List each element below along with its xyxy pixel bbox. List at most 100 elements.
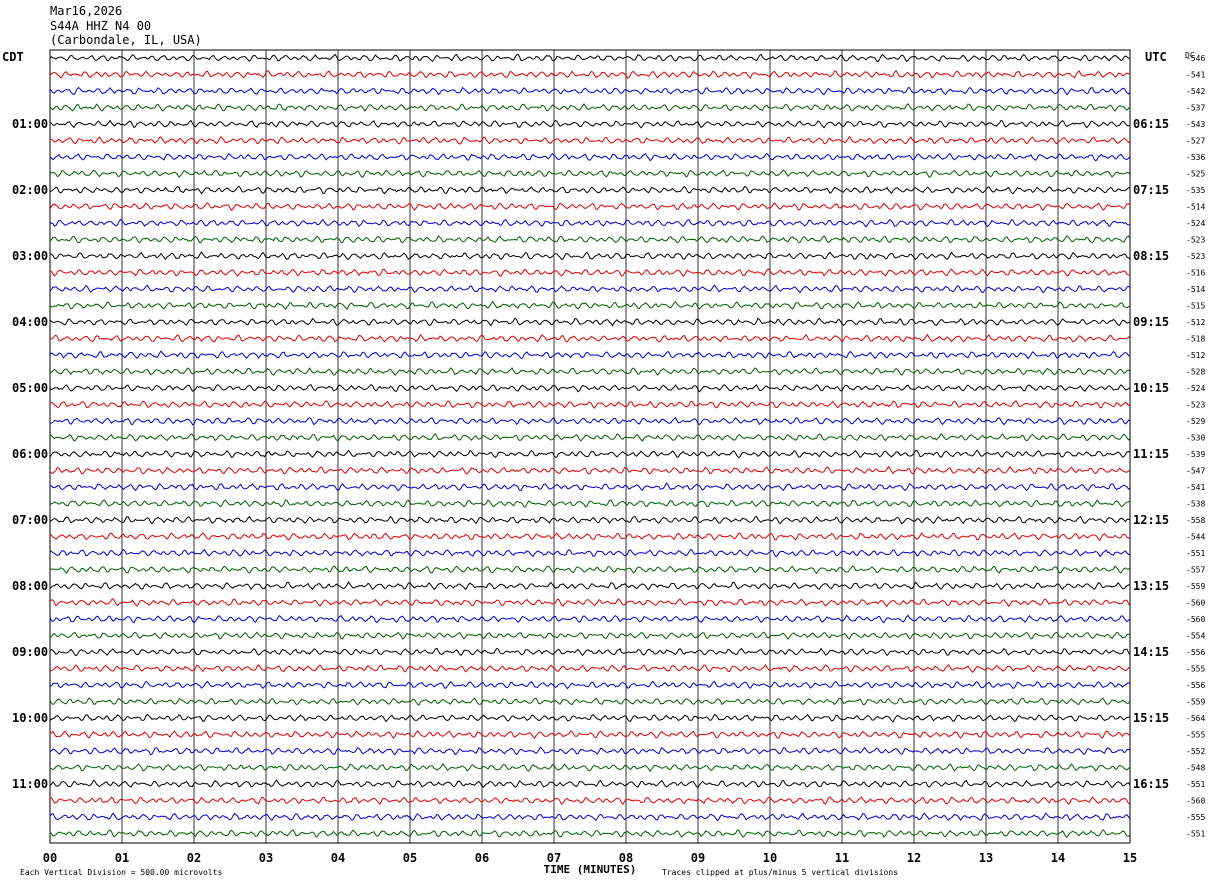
seismic-trace — [49, 383, 1131, 393]
left-hour-label: 01:00 — [12, 117, 48, 131]
seismic-trace — [49, 119, 1131, 129]
seismic-trace — [49, 631, 1131, 640]
right-hour-label: 08:15 — [1133, 249, 1169, 263]
dc-offset-label: -559 — [1186, 698, 1205, 707]
seismic-trace — [49, 465, 1131, 475]
right-timezone-label: UTC — [1145, 50, 1167, 64]
left-hour-label: 07:00 — [12, 513, 48, 527]
dc-offset-label: -552 — [1186, 747, 1205, 756]
dc-offset-label: -514 — [1186, 285, 1205, 294]
x-tick-label: 00 — [43, 851, 57, 865]
seismic-trace — [49, 548, 1131, 558]
dc-offset-label: -529 — [1186, 417, 1205, 426]
seismic-trace — [49, 449, 1131, 459]
seismic-trace — [49, 746, 1131, 756]
seismic-trace — [49, 763, 1131, 773]
left-hour-label: 03:00 — [12, 249, 48, 263]
dc-offset-label: -524 — [1186, 384, 1205, 393]
right-hour-label: 07:15 — [1133, 183, 1169, 197]
x-tick-label: 02 — [187, 851, 201, 865]
seismic-trace — [49, 350, 1131, 360]
right-hour-label: 06:15 — [1133, 117, 1169, 131]
seismic-trace — [49, 482, 1131, 492]
dc-offset-label: -560 — [1186, 797, 1205, 806]
seismic-trace — [49, 829, 1131, 838]
right-hour-label: 09:15 — [1133, 315, 1169, 329]
dc-offset-label: -523 — [1186, 252, 1205, 261]
left-hour-label: 08:00 — [12, 579, 48, 593]
dc-offset-label: -557 — [1186, 566, 1205, 575]
left-timezone-label: CDT — [2, 50, 24, 64]
dc-offset-label: -512 — [1186, 318, 1205, 327]
station-location: (Carbondale, IL, USA) — [50, 33, 202, 47]
seismic-trace — [49, 664, 1131, 673]
seismic-trace — [49, 300, 1131, 310]
dc-offset-label: -555 — [1186, 813, 1205, 822]
right-hour-label: 15:15 — [1133, 711, 1169, 725]
right-hour-label: 12:15 — [1133, 513, 1169, 527]
seismic-trace — [49, 713, 1131, 723]
seismic-trace — [49, 812, 1131, 822]
seismic-trace — [49, 581, 1131, 591]
x-tick-label: 05 — [403, 851, 417, 865]
dc-offset-label: -514 — [1186, 203, 1205, 212]
seismic-trace — [49, 433, 1131, 442]
right-hour-label: 11:15 — [1133, 447, 1169, 461]
seismic-trace — [49, 152, 1131, 162]
x-tick-label: 10 — [763, 851, 777, 865]
x-tick-label: 09 — [691, 851, 705, 865]
x-tick-label: 15 — [1123, 851, 1137, 865]
dc-offset-label: -541 — [1186, 71, 1205, 80]
dc-offset-label: -551 — [1186, 830, 1205, 839]
seismic-trace — [49, 515, 1131, 525]
dc-offset-label: -556 — [1186, 648, 1205, 657]
seismic-trace — [49, 185, 1131, 195]
dc-offset-label: -558 — [1186, 516, 1205, 525]
left-hour-label: 05:00 — [12, 381, 48, 395]
plot-grid — [49, 49, 1131, 844]
seismic-trace — [49, 730, 1131, 740]
scale-note: Each Vertical Division = 500.00 microvol… — [20, 868, 222, 877]
label-group: CDT UTC DC 01:00 02:00 03:00 04:00 05:00 06:00 07… — [2, 50, 1205, 877]
x-tick-label: 13 — [979, 851, 993, 865]
dc-offset-label: -516 — [1186, 269, 1205, 278]
x-axis-title: TIME (MINUTES) — [544, 863, 637, 876]
seismic-trace — [49, 366, 1131, 376]
x-tick-label: 03 — [259, 851, 273, 865]
dc-offset-label: -551 — [1186, 780, 1205, 789]
dc-offset-label: -547 — [1186, 467, 1205, 476]
clip-note: Traces clipped at plus/minus 5 vertical … — [662, 868, 898, 877]
left-hour-label: 11:00 — [12, 777, 48, 791]
dc-offset-label: -537 — [1186, 104, 1205, 113]
dc-offset-label: -542 — [1186, 87, 1205, 96]
x-tick-label: 04 — [331, 851, 345, 865]
dc-offset-label: -539 — [1186, 450, 1205, 459]
seismic-trace — [49, 202, 1131, 212]
dc-offset-label: -543 — [1186, 120, 1205, 129]
dc-offset-label: -560 — [1186, 615, 1205, 624]
seismic-trace — [50, 333, 1131, 343]
dc-offset-label: -524 — [1186, 219, 1205, 228]
x-tick-label: 06 — [475, 851, 489, 865]
left-hour-label: 02:00 — [12, 183, 48, 197]
seismic-trace — [49, 680, 1131, 690]
dc-offset-label: -544 — [1186, 533, 1205, 542]
dc-offset-label: -555 — [1186, 731, 1205, 740]
seismic-trace — [49, 565, 1131, 575]
dc-offset-label: -535 — [1186, 186, 1205, 195]
seismic-trace — [49, 697, 1131, 706]
dc-offset-label: -546 — [1186, 54, 1205, 63]
x-tick-label: 07 — [547, 851, 561, 865]
x-tick-label: 11 — [835, 851, 849, 865]
plot-header: Mar16,2026 S44A HHZ N4 00 (Carbondale, I… — [50, 4, 202, 48]
seismic-trace — [49, 268, 1131, 277]
seismic-trace — [49, 103, 1131, 112]
seismic-trace — [49, 499, 1131, 508]
seismic-trace — [49, 284, 1131, 294]
left-hour-label: 04:00 — [12, 315, 48, 329]
seismic-trace — [49, 53, 1131, 63]
right-hour-label: 10:15 — [1133, 381, 1169, 395]
dc-offset-label: -536 — [1186, 153, 1205, 162]
seismic-trace — [49, 416, 1131, 426]
